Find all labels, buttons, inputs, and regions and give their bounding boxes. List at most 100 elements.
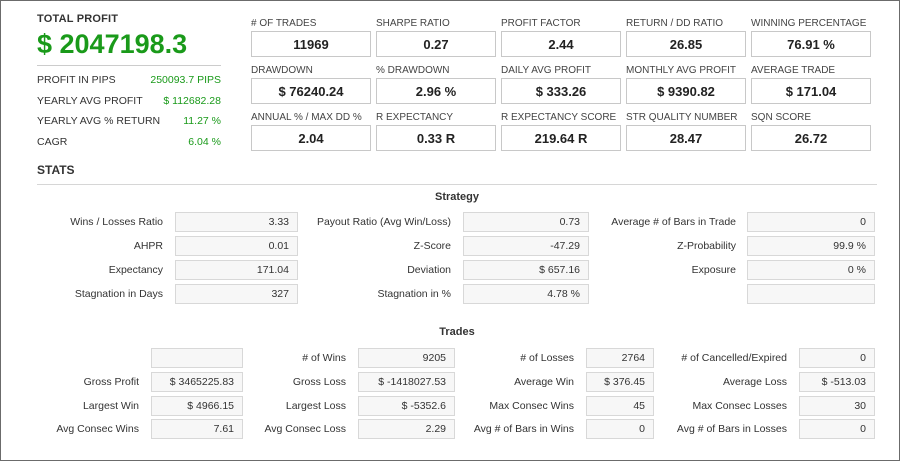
stat-label: # of Wins: [302, 352, 346, 364]
profit-in-pips-value: 250093.7 PIPS: [150, 74, 221, 87]
metric-value: 76.91 %: [751, 31, 871, 57]
stat-value: $ -1418027.53: [358, 372, 455, 392]
stat-label: Gross Profit: [83, 376, 139, 388]
metric-value: $ 333.26: [501, 78, 621, 104]
cagr-label: CAGR: [37, 135, 68, 148]
cagr-row: CAGR 6.04 %: [37, 132, 221, 153]
stat-label: Z-Score: [413, 240, 451, 252]
stat-value: 0.01: [175, 236, 298, 256]
divider: [37, 184, 877, 185]
stat-value: 0: [799, 419, 875, 439]
metric-value: 28.47: [626, 125, 746, 151]
metric-value: 2.44: [501, 31, 621, 57]
yearly-avg-profit-label: YEARLY AVG PROFIT: [37, 94, 143, 107]
total-profit-value: $ 2047198.3: [37, 29, 188, 59]
metric-label: R EXPECTANCY SCORE: [501, 112, 617, 123]
divider: [37, 65, 221, 66]
metric-num-trades: # OF TRADES 11969: [251, 18, 371, 57]
stat-value: $ -513.03: [799, 372, 875, 392]
metric-value: $ 9390.82: [626, 78, 746, 104]
stat-value: -47.29: [463, 236, 589, 256]
stat-label: AHPR: [133, 240, 163, 252]
stat-label: Stagnation in %: [377, 288, 451, 300]
metric-label: ANNUAL % / MAX DD %: [251, 112, 362, 123]
metric-label: DAILY AVG PROFIT: [501, 65, 592, 76]
total-profit-label: TOTAL PROFIT: [37, 13, 119, 25]
stat-label: Wins / Losses Ratio: [70, 216, 163, 228]
stat-value: 327: [175, 284, 298, 304]
yearly-avg-profit-row: YEARLY AVG PROFIT $ 112682.28: [37, 91, 221, 112]
stat-label: Average # of Bars in Trade: [611, 216, 736, 228]
stat-value: 171.04: [175, 260, 298, 280]
stat-value: $ -5352.6: [358, 396, 455, 416]
metric-value: 219.64 R: [501, 125, 621, 151]
metric-sqn-score: SQN SCORE 26.72: [751, 112, 871, 151]
metric-return-dd-ratio: RETURN / DD RATIO 26.85: [626, 18, 746, 57]
metric-label: MONTHLY AVG PROFIT: [626, 65, 737, 76]
stat-value: 4.78 %: [463, 284, 589, 304]
stat-value: 0.73: [463, 212, 589, 232]
stat-value: 3.33: [175, 212, 298, 232]
metric-label: AVERAGE TRADE: [751, 65, 836, 76]
metric-sharpe-ratio: SHARPE RATIO 0.27: [376, 18, 496, 57]
metric-value: 26.72: [751, 125, 871, 151]
total-profit-panel: TOTAL PROFIT $ 2047198.3 PROFIT IN PIPS …: [37, 13, 221, 152]
metric-value: $ 171.04: [751, 78, 871, 104]
stat-value: 9205: [358, 348, 455, 368]
metric-label: # OF TRADES: [251, 18, 317, 29]
stat-value: 99.9 %: [747, 236, 875, 256]
metric-label: RETURN / DD RATIO: [626, 18, 724, 29]
metric-str-quality-number: STR QUALITY NUMBER 28.47: [626, 112, 746, 151]
metric-profit-factor: PROFIT FACTOR 2.44: [501, 18, 621, 57]
metric-monthly-avg-profit: MONTHLY AVG PROFIT $ 9390.82: [626, 65, 746, 104]
stat-label: Expectancy: [108, 264, 163, 276]
stat-label: Avg Consec Wins: [56, 423, 139, 435]
stats-heading: STATS: [37, 163, 75, 177]
metric-label: SQN SCORE: [751, 112, 812, 123]
stat-label: Largest Win: [82, 400, 139, 412]
stat-label: Exposure: [691, 264, 736, 276]
metric-label: R EXPECTANCY: [376, 112, 454, 123]
stat-value: $ 657.16: [463, 260, 589, 280]
stat-value: 30: [799, 396, 875, 416]
yearly-avg-return-label: YEARLY AVG % RETURN: [37, 115, 161, 128]
metric-value: 11969: [251, 31, 371, 57]
metric-drawdown: DRAWDOWN $ 76240.24: [251, 65, 371, 104]
metric-value: 0.27: [376, 31, 496, 57]
stat-label: Largest Loss: [285, 400, 346, 412]
metric-label: % DRAWDOWN: [376, 65, 450, 76]
yearly-avg-profit-value: $ 112682.28: [163, 94, 221, 107]
stat-label: Payout Ratio (Avg Win/Loss): [316, 216, 451, 228]
stat-label: Avg Consec Loss: [264, 423, 346, 435]
metric-value: 2.96 %: [376, 78, 496, 104]
stat-label: # of Losses: [520, 352, 574, 364]
metric-pct-drawdown: % DRAWDOWN 2.96 %: [376, 65, 496, 104]
stat-value: 2.29: [358, 419, 455, 439]
metric-daily-avg-profit: DAILY AVG PROFIT $ 333.26: [501, 65, 621, 104]
stat-label: # of Cancelled/Expired: [681, 352, 787, 364]
metric-r-expectancy: R EXPECTANCY 0.33 R: [376, 112, 496, 151]
cagr-value: 6.04 %: [188, 135, 221, 148]
stat-label: Max Consec Losses: [692, 400, 787, 412]
stat-label: Deviation: [407, 264, 451, 276]
strategy-section-title: Strategy: [434, 191, 480, 203]
stat-value: 0 %: [747, 260, 875, 280]
stat-value: 7.61: [151, 419, 243, 439]
stat-label: Gross Loss: [292, 376, 346, 388]
metric-value: $ 76240.24: [251, 78, 371, 104]
profit-in-pips-label: PROFIT IN PIPS: [37, 74, 116, 87]
stat-label: Max Consec Wins: [489, 400, 574, 412]
stat-label: Stagnation in Days: [74, 288, 163, 300]
yearly-avg-return-value: 11.27 %: [183, 115, 221, 128]
metric-label: DRAWDOWN: [251, 65, 313, 76]
metric-r-expectancy-score: R EXPECTANCY SCORE 219.64 R: [501, 112, 621, 151]
stat-value: 0: [586, 419, 654, 439]
metric-label: WINNING PERCENTAGE: [751, 18, 867, 29]
stat-value: 45: [586, 396, 654, 416]
metric-label: SHARPE RATIO: [376, 18, 450, 29]
trades-section-title: Trades: [439, 326, 475, 338]
stat-label: Average Win: [514, 376, 574, 388]
stat-value: $ 376.45: [586, 372, 654, 392]
profit-in-pips-row: PROFIT IN PIPS 250093.7 PIPS: [37, 70, 221, 91]
